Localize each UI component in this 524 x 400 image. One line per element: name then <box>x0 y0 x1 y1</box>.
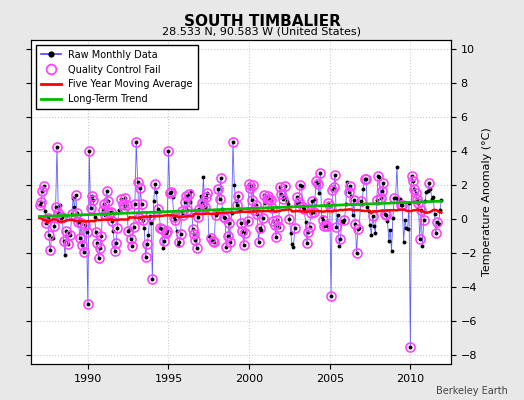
Text: 28.533 N, 90.583 W (United States): 28.533 N, 90.583 W (United States) <box>162 26 362 36</box>
Text: Berkeley Earth: Berkeley Earth <box>436 386 508 396</box>
Y-axis label: Temperature Anomaly (°C): Temperature Anomaly (°C) <box>483 128 493 276</box>
Legend: Raw Monthly Data, Quality Control Fail, Five Year Moving Average, Long-Term Tren: Raw Monthly Data, Quality Control Fail, … <box>36 45 198 109</box>
Text: SOUTH TIMBALIER: SOUTH TIMBALIER <box>183 14 341 29</box>
